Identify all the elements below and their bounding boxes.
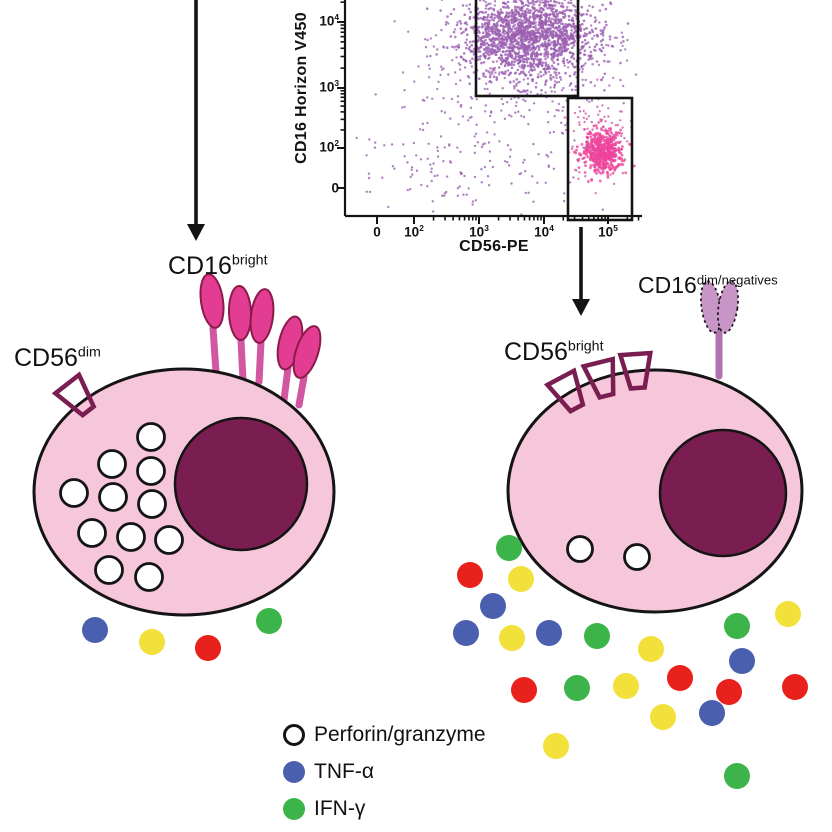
cd16-dim-negatives-label: CD16dim/negatives (638, 272, 778, 298)
cytokine-dot-blue (729, 648, 755, 674)
cytokine-dot-green (496, 535, 522, 561)
cd56-bright-label: CD56bright (504, 338, 604, 366)
ifn-gamma-swatch-icon (283, 798, 305, 820)
perforin-granule (136, 456, 166, 486)
legend: Perforin/granzyme TNF-α IFN-γ (283, 723, 486, 832)
cytokine-dot-yellow (638, 636, 664, 662)
legend-label: Perforin/granzyme (314, 723, 486, 746)
secreted-cytokines-left (82, 608, 282, 661)
cytokine-dot-yellow (613, 673, 639, 699)
perforin-granule (77, 518, 107, 548)
right-arrowhead-icon (572, 299, 590, 316)
cytokine-dot-yellow (775, 601, 801, 627)
perforin-granule (137, 489, 167, 519)
cytokine-dot-green (256, 608, 282, 634)
cd56-dim-label: CD56dim (14, 344, 101, 372)
legend-item-tnf: TNF-α (283, 760, 486, 784)
x-tick-label: 0 (373, 224, 381, 240)
cd16-receptor-icon (249, 288, 275, 344)
perforin-granule (116, 522, 146, 552)
cd16dim-receptor-icon (717, 280, 739, 334)
perforin-granule (154, 525, 184, 555)
y-tick-label: 102 (319, 138, 339, 155)
x-tick-label: 103 (469, 223, 489, 240)
cytokine-dot-blue (82, 617, 108, 643)
left-arrow (187, 0, 205, 241)
cytokine-dot-green (584, 623, 610, 649)
right-arrow (572, 227, 590, 316)
y-tick-label: 0 (331, 180, 339, 196)
cytokine-dot-yellow (139, 629, 165, 655)
y-tick-label: 104 (319, 12, 339, 29)
cd16-receptor-icon (292, 325, 322, 379)
granule-cluster (566, 535, 651, 571)
legend-item-ifn: IFN-γ (283, 797, 486, 821)
x-axis-label: CD56-PE (459, 238, 529, 255)
cd56bright-nk-cell (453, 280, 808, 789)
y-axis-label: CD16 Horizon V450 (293, 12, 310, 164)
cytokine-dot-blue (699, 700, 725, 726)
cd16bright-receptor-stalks (209, 324, 308, 409)
x-tick-label: 102 (404, 223, 424, 240)
cytokine-dot-yellow (543, 733, 569, 759)
perforin-granule (566, 535, 594, 563)
cytokine-dot-yellow (499, 625, 525, 651)
x-tick-label: 105 (598, 223, 618, 240)
cytokine-dot-red (511, 677, 537, 703)
perforin-granule (136, 422, 166, 452)
cytokine-dot-green (564, 675, 590, 701)
perforin-granule (98, 482, 128, 512)
cd16-receptor-icon (227, 285, 253, 341)
cd16-receptor-icon (199, 273, 225, 329)
y-tick-label: 103 (319, 78, 339, 95)
cytokine-dot-red (667, 665, 693, 691)
gate-cd56bright (566, 96, 634, 222)
nucleus (173, 416, 309, 552)
cytokine-dot-red (195, 635, 221, 661)
secreted-cytokines-right (453, 535, 808, 789)
perforin-granule (134, 562, 164, 592)
nucleus (658, 428, 788, 558)
gate-cd16bright (474, 0, 580, 98)
cytokine-dot-red (782, 674, 808, 700)
perforin-granule (623, 543, 651, 571)
cytokine-dot-blue (480, 593, 506, 619)
legend-item-perforin: Perforin/granzyme (283, 723, 486, 747)
perforin-granule (97, 449, 127, 479)
legend-label: IFN-γ (314, 797, 366, 820)
cytokine-dot-blue (536, 620, 562, 646)
cytokine-dot-red (457, 562, 483, 588)
perforin-granzyme-swatch-icon (283, 724, 305, 746)
cytokine-dot-yellow (650, 704, 676, 730)
cytokine-dot-yellow (508, 566, 534, 592)
tnf-alpha-swatch-icon (283, 761, 305, 783)
cd16dim-receptor-heads (700, 280, 739, 334)
cd16-bright-label: CD16bright (168, 252, 268, 280)
x-tick-label: 104 (534, 223, 554, 240)
legend-label: TNF-α (314, 760, 374, 783)
perforin-granule (94, 555, 124, 585)
cd56dim-nk-cell (32, 273, 336, 661)
cytokine-dot-green (724, 613, 750, 639)
perforin-granule (59, 478, 89, 508)
cytokine-dot-blue (453, 620, 479, 646)
cd16bright-receptor-heads (199, 273, 322, 379)
flow-scatter-points (355, 0, 640, 215)
left-arrowhead-icon (187, 224, 205, 241)
cytokine-dot-green (724, 763, 750, 789)
granule-cluster (59, 422, 184, 592)
cytokine-dot-red (716, 679, 742, 705)
